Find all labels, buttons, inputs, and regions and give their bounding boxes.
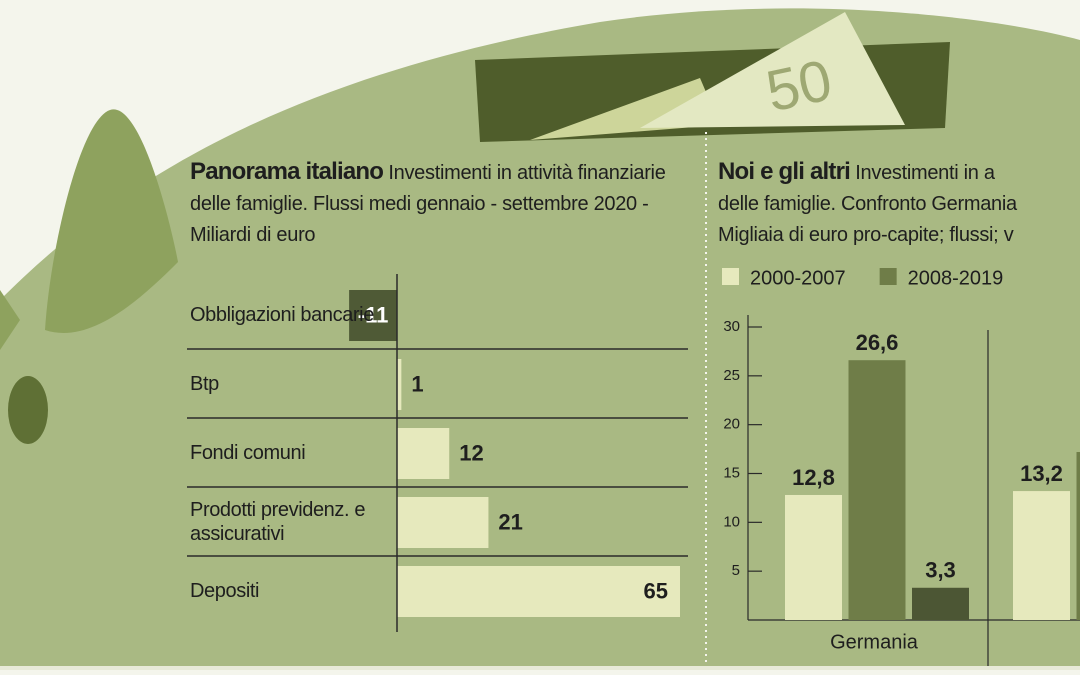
chart-title: Noi e gli altri	[718, 158, 851, 185]
value-label: 13,2	[1020, 461, 1063, 486]
chart-subtitle: Migliaia di euro pro-capite; flussi; v	[718, 224, 1014, 246]
value-label: -11	[358, 302, 389, 327]
piggy-ear	[45, 109, 178, 333]
category-label: Depositi	[190, 579, 260, 602]
y-tick-label: 20	[723, 416, 740, 433]
y-tick-label: 5	[732, 562, 740, 579]
bar	[1076, 452, 1080, 620]
value-label: 26,6	[856, 330, 899, 355]
bar	[1013, 491, 1070, 620]
value-label: 12,8	[792, 465, 835, 490]
category-label: Btp	[190, 372, 219, 395]
bar	[349, 290, 397, 341]
value-label: 1	[411, 371, 423, 396]
legend-label: 2008-2019	[908, 267, 1004, 289]
legend-swatch	[722, 268, 739, 285]
banknote-value: 50	[761, 47, 838, 124]
y-tick-label: 10	[723, 513, 740, 530]
bar	[912, 587, 969, 620]
bar	[785, 494, 842, 620]
category-label: Fondi comuni	[190, 441, 306, 464]
y-tick-label: 15	[723, 464, 740, 481]
category-label: Prodotti previdenz. e assicurativi	[190, 498, 366, 545]
legend-swatch	[879, 268, 897, 285]
chart-subtitle: delle famiglie. Confronto Germania	[718, 193, 1017, 215]
chart-subtitle: Investimenti in attività finanziarie del…	[190, 162, 666, 246]
chart-title: Panorama italiano	[190, 158, 384, 185]
bar	[397, 566, 680, 617]
value-label: 65	[644, 578, 668, 603]
piggy-eye	[8, 376, 48, 444]
value-label: 3,3	[925, 558, 956, 583]
chart-subtitle: Investimenti in a	[855, 162, 995, 184]
value-label: 21	[498, 509, 522, 534]
banknote	[640, 12, 905, 128]
value-label: 12	[459, 440, 483, 465]
bar	[848, 360, 906, 620]
right-heading: Noi e gli altri Investimenti in a delle f…	[718, 156, 1080, 251]
bar	[397, 359, 402, 410]
category-label: Obbligazioni bancarie	[190, 303, 374, 326]
bar	[397, 497, 489, 548]
bar	[397, 428, 450, 479]
legend-label: 2000-2007	[750, 267, 846, 289]
y-tick-label: 30	[723, 318, 740, 335]
y-tick-label: 25	[723, 367, 740, 384]
x-tick-label: Germania	[830, 631, 919, 653]
piggy-snout	[0, 290, 20, 350]
left-heading: Panorama italiano Investimenti in attivi…	[190, 156, 695, 251]
